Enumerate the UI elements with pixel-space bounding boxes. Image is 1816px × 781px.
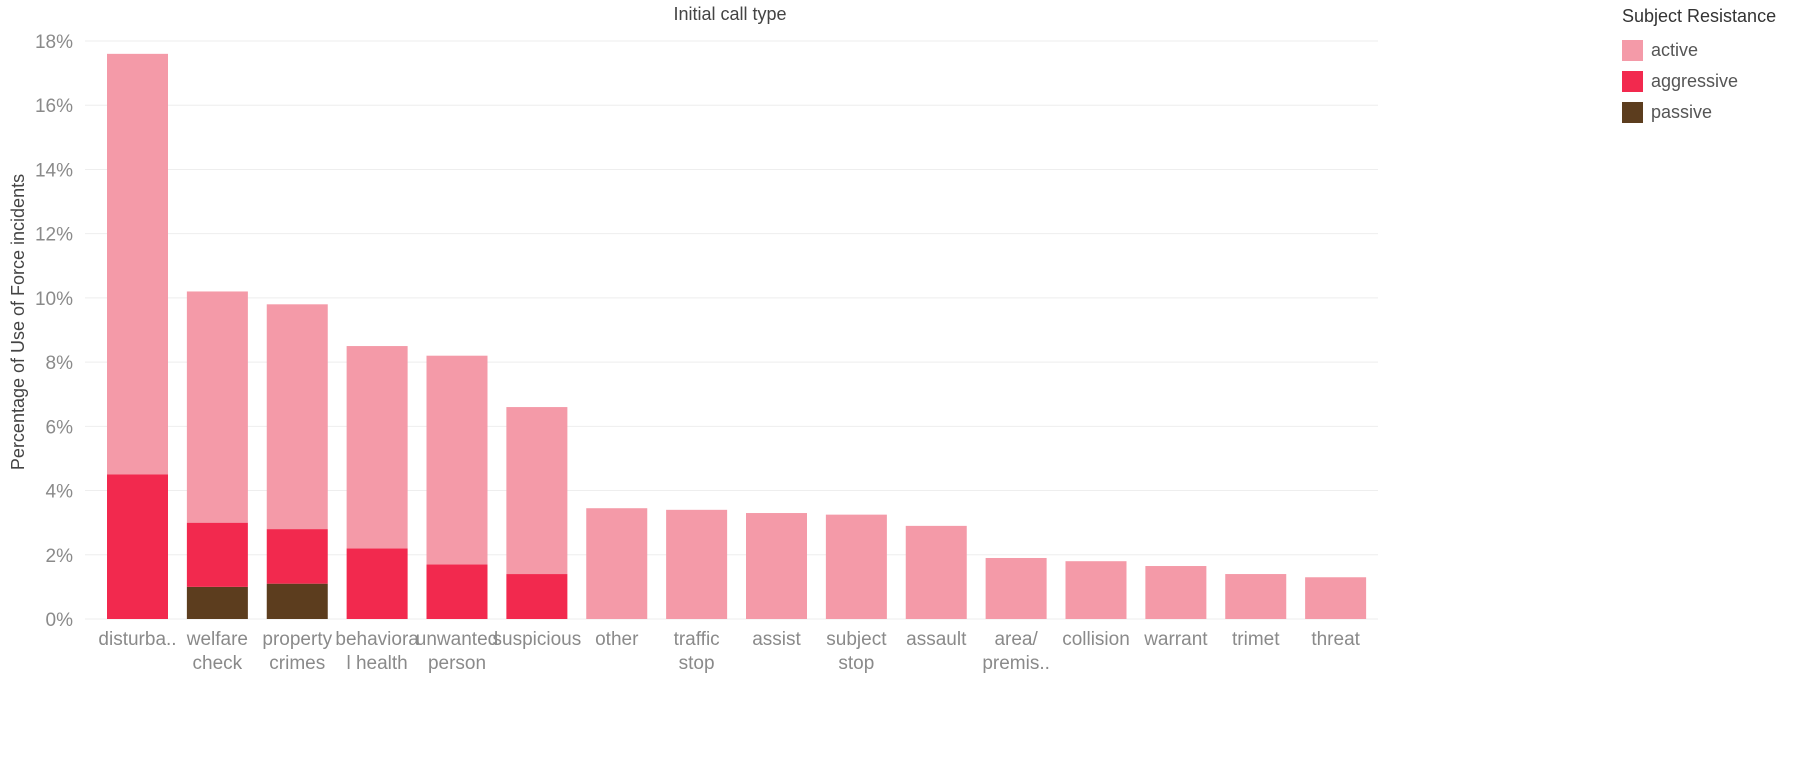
- bar-active: [506, 407, 568, 575]
- x-tick-label: subject: [826, 629, 887, 650]
- bar-active: [266, 304, 328, 530]
- bar-active: [905, 525, 967, 619]
- y-tick-label: 18%: [35, 32, 73, 53]
- bar-active: [346, 346, 408, 549]
- bar-passive: [266, 583, 328, 619]
- x-tick-label: crimes: [269, 653, 325, 674]
- bar-active: [1225, 574, 1287, 619]
- x-tick-label: assault: [906, 629, 967, 650]
- bar-active: [825, 514, 887, 619]
- legend: Subject Resistance active aggressive passi…: [1622, 6, 1776, 128]
- x-tick-label: welfare: [186, 629, 248, 650]
- y-tick-label: 14%: [35, 160, 73, 181]
- legend-item-passive: passive: [1622, 97, 1776, 128]
- bar-aggressive: [186, 522, 248, 587]
- x-tick-label: trimet: [1232, 629, 1280, 650]
- bar-active: [1065, 561, 1127, 619]
- legend-swatch: [1622, 102, 1643, 123]
- bar-aggressive: [506, 574, 568, 619]
- x-tick-label: l health: [346, 653, 407, 674]
- legend-swatch: [1622, 71, 1643, 92]
- x-tick-label: stop: [679, 653, 715, 674]
- y-tick-label: 6%: [46, 417, 74, 438]
- legend-swatch: [1622, 40, 1643, 61]
- bar-aggressive: [266, 529, 328, 584]
- x-tick-label: collision: [1062, 629, 1130, 650]
- y-tick-label: 8%: [46, 353, 74, 374]
- x-tick-label: area/: [994, 629, 1038, 650]
- y-axis-ticks: 0% 2% 4% 6% 8% 10% 12% 14% 16% 18%: [35, 32, 73, 631]
- x-tick-label: suspicious: [493, 629, 582, 650]
- bar-active: [1305, 577, 1367, 619]
- bar-active: [746, 513, 807, 619]
- x-tick-label: other: [595, 629, 639, 650]
- bars: [107, 53, 1367, 619]
- chart-title: Initial call type: [673, 4, 786, 24]
- legend-item-aggressive: aggressive: [1622, 66, 1776, 97]
- x-tick-label: stop: [838, 653, 874, 674]
- y-tick-label: 16%: [35, 96, 73, 117]
- bar-active: [985, 557, 1047, 619]
- y-tick-label: 0%: [46, 610, 74, 631]
- bar-active: [586, 508, 648, 619]
- y-tick-label: 4%: [46, 482, 74, 503]
- x-tick-label: traffic: [674, 629, 720, 650]
- y-axis-label: Percentage of Use of Force incidents: [8, 174, 28, 470]
- bar-aggressive: [346, 548, 408, 619]
- bar-active: [107, 53, 168, 475]
- bar-active: [1145, 566, 1207, 619]
- bar-active: [186, 291, 248, 523]
- bar-aggressive: [426, 564, 488, 619]
- x-tick-label: premis..: [982, 653, 1050, 674]
- y-tick-label: 10%: [35, 289, 73, 310]
- stacked-bar-chart: Initial call type Percentage of Use of F…: [8, 4, 1378, 674]
- bar-active: [666, 509, 728, 619]
- legend-label: passive: [1651, 102, 1713, 122]
- x-tick-label: behaviora: [335, 629, 419, 650]
- legend-label: aggressive: [1651, 71, 1739, 91]
- x-tick-label: threat: [1311, 629, 1360, 650]
- bar-aggressive: [107, 474, 168, 619]
- legend-label: active: [1651, 40, 1699, 60]
- y-tick-label: 2%: [46, 546, 74, 567]
- x-tick-label: disturba..: [98, 629, 176, 650]
- x-tick-label: unwanted: [416, 629, 498, 650]
- x-tick-label: assist: [752, 629, 801, 650]
- x-axis-labels: disturba.. welfare check property crimes beha…: [98, 629, 1360, 674]
- y-tick-label: 12%: [35, 225, 73, 246]
- bar-active: [426, 355, 488, 565]
- x-tick-label: warrant: [1143, 629, 1208, 650]
- x-tick-label: property: [262, 629, 332, 650]
- bar-passive: [186, 586, 248, 619]
- x-tick-label: person: [428, 653, 486, 674]
- x-tick-label: check: [193, 653, 243, 674]
- legend-item-active: active: [1622, 35, 1776, 66]
- legend-title: Subject Resistance: [1622, 6, 1777, 26]
